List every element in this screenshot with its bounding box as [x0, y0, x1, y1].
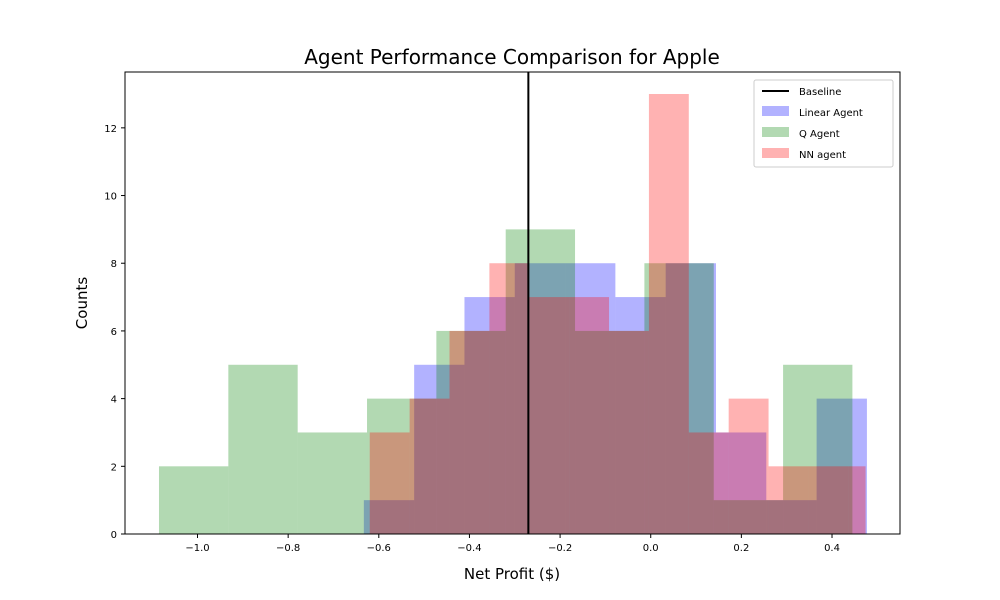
- chart-title: Agent Performance Comparison for Apple: [304, 45, 720, 69]
- x-tick-label: −0.8: [276, 543, 300, 554]
- x-axis-ticks: −1.0 −0.8 −0.6 −0.4 −0.2 0.0 0.2 0.4: [185, 534, 840, 554]
- bar-nn-agent-4: [529, 297, 570, 534]
- bar-q-agent-7: [644, 263, 714, 534]
- bar-nn-agent-3: [489, 263, 530, 534]
- y-tick-label: 8: [111, 259, 117, 270]
- bar-nn-agent-2: [449, 330, 490, 534]
- bar-nn-agent-11: [808, 466, 849, 534]
- bar-nn-agent-12: [848, 466, 866, 534]
- legend-label-baseline: Baseline: [799, 87, 841, 98]
- x-tick-label: 0.2: [733, 543, 749, 554]
- bar-linear-agent-3: [514, 263, 566, 534]
- y-tick-label: 6: [111, 327, 117, 338]
- bar-linear-agent-8: [766, 500, 817, 534]
- legend-label-nn-agent: NN agent: [799, 150, 846, 161]
- bar-nn-agent-5: [569, 297, 610, 534]
- bar-q-agent-3: [367, 398, 437, 534]
- x-axis-label: Net Profit ($): [464, 565, 560, 583]
- x-tick-label: −0.4: [457, 543, 481, 554]
- bar-linear-agent-4: [565, 263, 616, 534]
- bar-nn-agent-6: [609, 330, 649, 534]
- x-tick-label: −0.6: [367, 543, 391, 554]
- y-tick-label: 2: [111, 462, 117, 473]
- bar-nn-agent-1: [409, 398, 450, 534]
- bar-q-agent-2: [297, 432, 368, 534]
- y-axis-ticks: 0 2 4 6 8 10 12: [104, 124, 125, 541]
- x-tick-label: −0.2: [548, 543, 572, 554]
- bar-nn-agent-10: [768, 466, 809, 534]
- x-tick-label: 0.0: [643, 543, 659, 554]
- bar-nn-agent-9: [728, 398, 769, 534]
- x-tick-label: 0.4: [824, 543, 840, 554]
- legend-label-linear-agent: Linear Agent: [799, 108, 863, 119]
- bar-linear-agent-1: [414, 364, 465, 534]
- legend: Baseline Linear Agent Q Agent NN agent: [753, 79, 894, 168]
- legend-nn-swatch: [762, 148, 789, 158]
- bar-linear-agent-6: [665, 263, 716, 534]
- y-tick-label: 0: [111, 530, 117, 541]
- bar-nn-agent-0: [369, 432, 410, 534]
- bar-linear-agent-0: [363, 500, 415, 534]
- bar-nn-agent-7: [648, 94, 689, 534]
- legend-linear-swatch: [762, 106, 789, 116]
- bar-q-agent-0: [158, 466, 229, 534]
- bar-q-agent-8: [713, 500, 784, 534]
- bar-q-agent-4: [436, 330, 506, 534]
- y-tick-label: 12: [104, 124, 117, 135]
- bars-layer: [158, 94, 867, 534]
- axes-frame: [124, 71, 901, 535]
- bar-linear-agent-2: [464, 297, 515, 534]
- y-tick-label: 4: [111, 395, 117, 406]
- bar-linear-agent-5: [615, 297, 666, 534]
- x-tick-label: −1.0: [185, 543, 209, 554]
- bar-nn-agent-8: [688, 432, 729, 534]
- legend-q-swatch: [762, 127, 789, 137]
- y-axis-label: Counts: [73, 277, 91, 330]
- y-tick-label: 10: [104, 192, 117, 203]
- bar-linear-agent-9: [816, 398, 867, 534]
- legend-box: [753, 79, 894, 168]
- bar-q-agent-9: [783, 364, 853, 534]
- bar-linear-agent-7: [715, 432, 767, 534]
- bar-q-agent-5: [505, 229, 576, 534]
- bar-q-agent-6: [575, 330, 645, 534]
- legend-label-q-agent: Q Agent: [799, 129, 840, 140]
- bar-q-agent-1: [228, 364, 298, 534]
